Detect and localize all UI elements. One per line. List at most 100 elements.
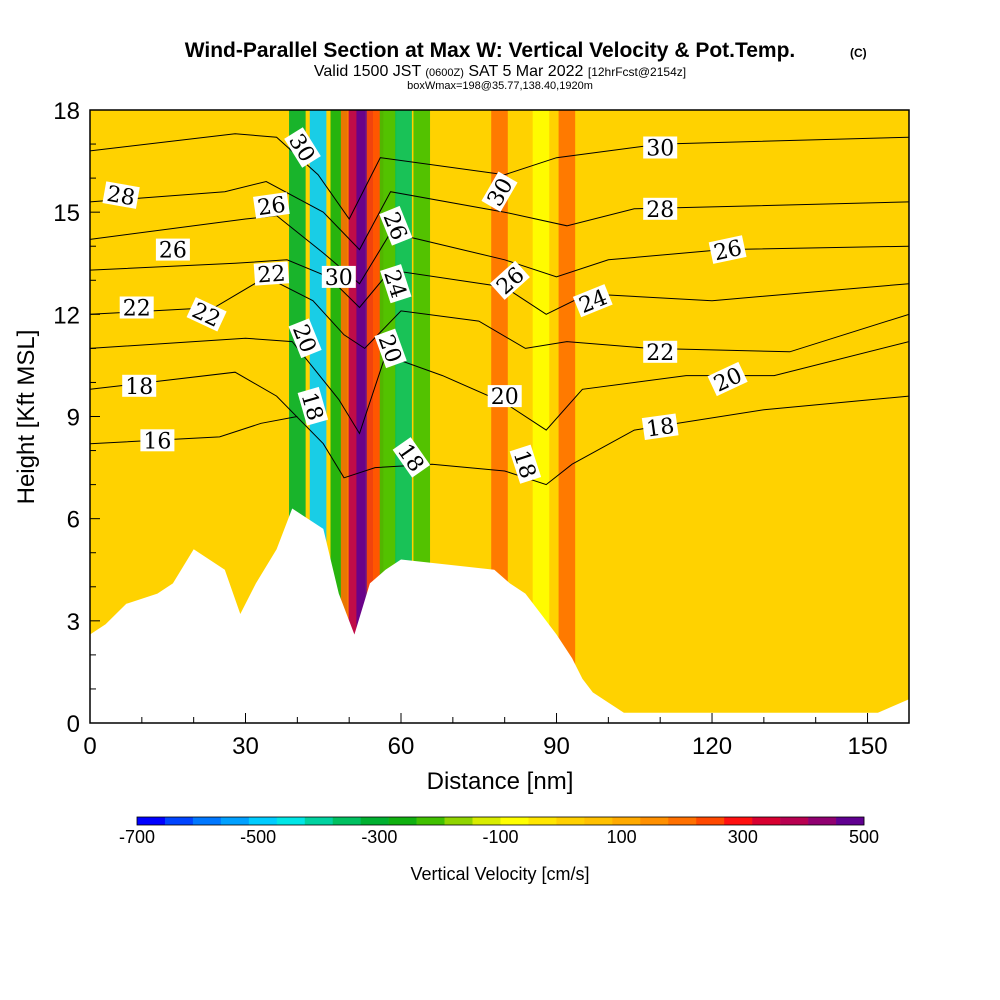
colorbar-tick-label: -100 [482,827,518,847]
colorbar-tick-label: -500 [240,827,276,847]
colorbar-swatch-5 [276,817,306,825]
contour-label-text: 16 [143,429,171,454]
theta-contour-18 [90,371,909,486]
contour-label-text: 26 [712,236,745,266]
colorbar-tick-label: -700 [119,827,155,847]
colorbar-frame [136,816,865,826]
contour-label-24: 22 [643,340,678,366]
colorbar-swatch-23 [780,817,809,825]
contour-label-9: 30 [321,265,356,291]
contour-label-box [392,437,431,478]
colorbar-label: Vertical Velocity [cm/s] [410,864,589,884]
theta-contour-30 [90,133,909,220]
contour-label-text: 28 [646,198,674,223]
velocity-band-11 [532,110,550,723]
contour-label-box [102,181,140,209]
contour-label-box [155,238,190,261]
contour-label-2: 22 [119,296,154,322]
valid-time-label: Valid 1500 JST [314,63,422,80]
y-tick-label: 0 [67,711,80,738]
contour-label-box [707,361,748,397]
contour-label-18: 20 [487,385,522,410]
y-tick-label: 12 [53,302,80,329]
theta-contour-28 [90,180,909,251]
contour-label-text: 26 [256,193,287,222]
colorbar-swatch-4 [248,817,278,825]
colorbar-swatch-22 [752,817,781,825]
colorbar-swatch-18 [640,817,669,825]
velocity-band-10 [491,110,508,723]
colorbar [136,816,865,826]
contour-label-text: 26 [159,239,187,264]
contour-label-26: 18 [641,413,679,443]
contour-label-box [253,261,290,286]
colorbar-swatch-3 [220,817,250,825]
contour-label-box [572,284,613,318]
colorbar-swatch-10 [416,817,445,825]
colorbar-swatch-12 [472,817,501,825]
contour-label-22: 28 [643,197,678,223]
colorbar-swatch-19 [668,817,697,825]
y-axis-label: Height [Kft MSL] [13,330,40,505]
contour-label-text: 28 [105,182,137,211]
contour-label-box [481,171,518,212]
velocity-band-6 [366,110,384,723]
colorbar-tick-label: 300 [728,827,758,847]
utc-time: (0600Z) [425,67,464,79]
contour-label-box [708,235,747,264]
contour-label-box [288,318,322,359]
contour-label-box [509,444,542,484]
y-tick-label: 15 [53,200,80,227]
terrain-mask [90,508,909,723]
colorbar-swatch-24 [808,817,837,825]
copyright-mark: (C) [850,46,867,60]
contour-label-4: 18 [122,374,157,400]
contour-label-21: 30 [643,136,678,162]
contour-label-text: 18 [645,414,676,443]
contour-label-box [374,328,407,369]
colorbar-swatch-16 [584,817,613,825]
colorbar-swatch-9 [388,817,417,825]
x-axis-label: Distance [nm] [427,768,574,795]
contour-label-box [489,260,530,300]
box-wmax-info: boxWmax=198@35.77,138.40,1920m [407,80,593,92]
contour-label-8: 22 [253,261,290,289]
forecast-info: [12hrFcst@2154z] [588,65,686,79]
colorbar-swatch-13 [500,817,529,825]
colorbar-swatch-6 [304,817,334,825]
colorbar-swatch-2 [192,817,222,825]
colorbar-ticks: -700 -500 -300 -100 100 300 500 [119,827,879,847]
contour-label-box [186,297,227,332]
contour-label-box [140,429,175,452]
x-tick-label: 0 [83,733,96,760]
contour-label-1: 26 [155,238,190,264]
y-axis: 0 3 6 9 12 15 18 [53,98,100,738]
contour-label-11: 18 [296,386,329,426]
contour-label-box [487,385,522,408]
contour-label-box [321,265,356,288]
x-axis: 0 30 60 90 120 150 [83,713,888,760]
colorbar-tick-label: -300 [361,827,397,847]
colorbar-swatch-11 [444,817,473,825]
colorbar-swatch-15 [556,817,585,825]
contour-label-text: 22 [646,341,674,366]
colorbar-swatch-17 [612,817,641,825]
contour-label-0: 28 [102,181,140,211]
contour-label-23: 26 [708,235,747,266]
colorbar-swatch-1 [164,817,194,825]
contour-label-box [643,340,678,363]
y-tick-label: 3 [67,609,80,636]
contour-label-box [122,374,157,397]
y-tick-label: 18 [53,98,80,125]
contour-label-box [380,264,412,304]
x-tick-label: 60 [388,733,415,760]
contour-label-text: 18 [125,375,153,400]
colorbar-swatch-25 [836,817,865,825]
colorbar-swatch-0 [137,817,166,825]
contour-label-text: 22 [257,262,287,289]
contour-label-box [379,205,413,246]
theta-contour-20 [90,337,909,435]
contour-label-box [297,386,329,426]
